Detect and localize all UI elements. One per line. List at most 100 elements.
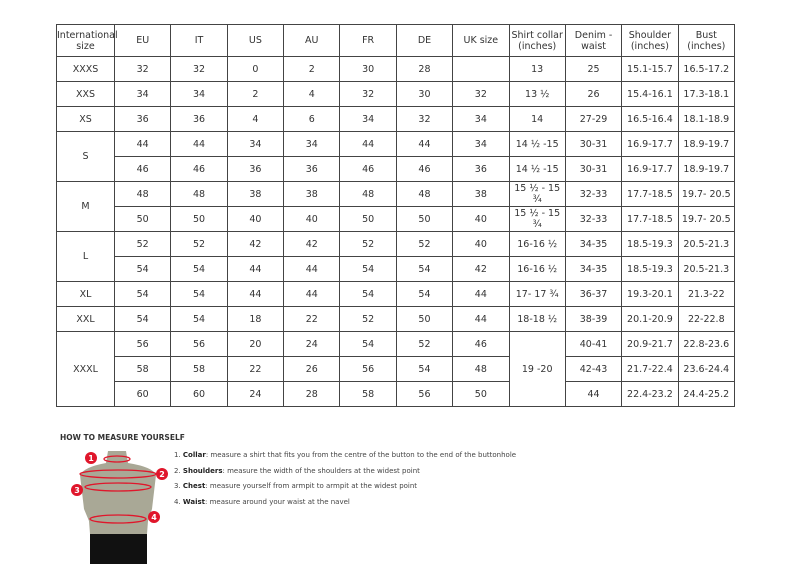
table-cell: 36	[170, 106, 228, 132]
table-cell: 56	[170, 331, 228, 357]
table-cell: 14 ½ -15	[508, 156, 566, 182]
table-cell: 22-22.8	[677, 306, 736, 332]
table-cell: 4	[283, 81, 341, 107]
table-cell: 36	[113, 106, 172, 132]
table-cell: 6	[283, 106, 341, 132]
table-cell: 21.7-22.4	[621, 356, 679, 382]
table-cell: 0	[226, 56, 285, 82]
svg-text:1: 1	[88, 454, 94, 463]
table-cell: 13	[508, 56, 566, 82]
step-text: : measure the width of the shoulders at …	[222, 466, 420, 475]
step-term: Shoulders	[182, 466, 223, 475]
table-cell: 26	[283, 356, 341, 382]
table-cell: 46	[395, 156, 454, 182]
table-cell: 36	[226, 156, 285, 182]
marker-3-icon	[71, 484, 83, 496]
table-cell: 44	[283, 281, 341, 307]
international-size-cell: XS	[56, 106, 115, 132]
table-cell: 44	[395, 131, 454, 157]
table-row: 50 50 40 40 50 50 40 15 ½ - 15 ¾ 32-33 17.7-18.5 1…	[57, 206, 736, 232]
table-cell: 30-31	[564, 156, 623, 182]
table-row: XS 36 36 4 6 34 32 34 14 27-29 16.5-16.4 18.1-18.9	[56, 106, 736, 132]
header-row: International size EU IT US AU FR DE UK size Shi…	[56, 24, 736, 57]
table-cell: 50	[452, 381, 510, 407]
table-cell: 30-31	[564, 131, 623, 157]
instruction-item: 4. Waist: measure around your waist at t…	[174, 498, 516, 514]
table-cell: 23.6-24.4	[677, 356, 736, 382]
table-cell: 2	[226, 81, 285, 107]
table-cell: 24	[283, 331, 341, 357]
table-cell: 46	[170, 156, 228, 182]
table-row: L 52 52 42 42 52 52 40 16-16 ½ 34-35 18.5-19.3 20.5…	[56, 231, 736, 282]
table-row: S 44 44 34 34 44 44 34 14 ½ -15 30-31 16.9-17.7 18.…	[56, 131, 736, 182]
table-cell: 54	[339, 331, 397, 357]
table-cell: 32	[339, 81, 397, 107]
table-cell: 56	[395, 381, 454, 407]
table-cell: 58	[113, 356, 172, 382]
table-cell: 44	[226, 281, 285, 307]
table-cell: 52	[170, 231, 228, 257]
table-cell: 18.5-19.3	[621, 256, 679, 282]
table-cell: 42	[452, 256, 510, 282]
international-size-cell: L	[56, 231, 115, 282]
table-cell: 34	[339, 106, 397, 132]
table-cell: 36	[283, 156, 341, 182]
marker-4-icon	[148, 511, 160, 523]
table-cell: 20	[226, 331, 285, 357]
table-cell: 52	[113, 231, 172, 257]
svg-text:2: 2	[159, 470, 165, 479]
table-cell: 19.3-20.1	[621, 281, 679, 307]
table-cell: 22	[283, 306, 341, 332]
column-header: Shirt collar (inches)	[508, 24, 566, 57]
table-cell: 32-33	[564, 206, 623, 232]
table-cell: 15 ½ - 15 ¾	[508, 206, 566, 232]
instruction-item: 2. Shoulders: measure the width of the s…	[174, 467, 516, 483]
table-cell: 15.1-15.7	[621, 56, 679, 82]
column-header: DE	[395, 24, 454, 57]
table-cell: 52	[339, 231, 397, 257]
table-cell: 48	[339, 181, 397, 207]
table-cell: 32-33	[564, 181, 623, 207]
table-cell: 34-35	[564, 256, 623, 282]
table-cell: 38	[283, 181, 341, 207]
international-size-cell: XXS	[56, 81, 115, 107]
shorts-shape	[90, 534, 147, 564]
step-term: Collar	[182, 451, 206, 459]
table-cell: 46	[339, 156, 397, 182]
table-cell: 44	[170, 131, 228, 157]
column-header: Shoulder (inches)	[621, 24, 679, 57]
svg-text:3: 3	[74, 486, 80, 495]
table-cell: 24	[226, 381, 285, 407]
table-cell: 32	[452, 81, 510, 107]
table-cell: 34	[226, 131, 285, 157]
table-cell: 34	[283, 131, 341, 157]
table-cell: 54	[113, 306, 172, 332]
table-cell: 20.5-21.3	[677, 256, 736, 282]
instruction-item: 1. Collar: measure a shirt that fits you…	[174, 451, 516, 467]
table-cell: 40	[283, 206, 341, 232]
table-cell: 20.1-20.9	[621, 306, 679, 332]
table-cell: 50	[339, 206, 397, 232]
table-cell: 18.1-18.9	[677, 106, 736, 132]
table-cell: 27-29	[564, 106, 623, 132]
table-cell: 48	[452, 356, 510, 382]
table-cell: 54	[170, 281, 228, 307]
table-cell: 48	[113, 181, 172, 207]
international-size-cell: M	[56, 181, 115, 232]
column-header: FR	[339, 24, 397, 57]
table-cell: 30	[395, 81, 454, 107]
column-header: IT	[170, 24, 228, 57]
table-cell: 19 -20	[508, 331, 566, 407]
table-cell: 2	[283, 56, 341, 82]
table-cell: 58	[339, 381, 397, 407]
table-cell: 28	[283, 381, 341, 407]
column-header: AU	[283, 24, 341, 57]
step-text: : measure yourself from armpit to armpit…	[205, 482, 418, 490]
table-cell: 20.5-21.3	[677, 231, 736, 257]
column-header: International size	[56, 24, 118, 57]
table-cell: 40-41	[564, 331, 623, 357]
table-cell: 54	[395, 356, 454, 382]
torso-shape	[80, 451, 156, 534]
step-number: 3.	[174, 482, 181, 490]
table-cell: 17.3-18.1	[677, 81, 736, 107]
